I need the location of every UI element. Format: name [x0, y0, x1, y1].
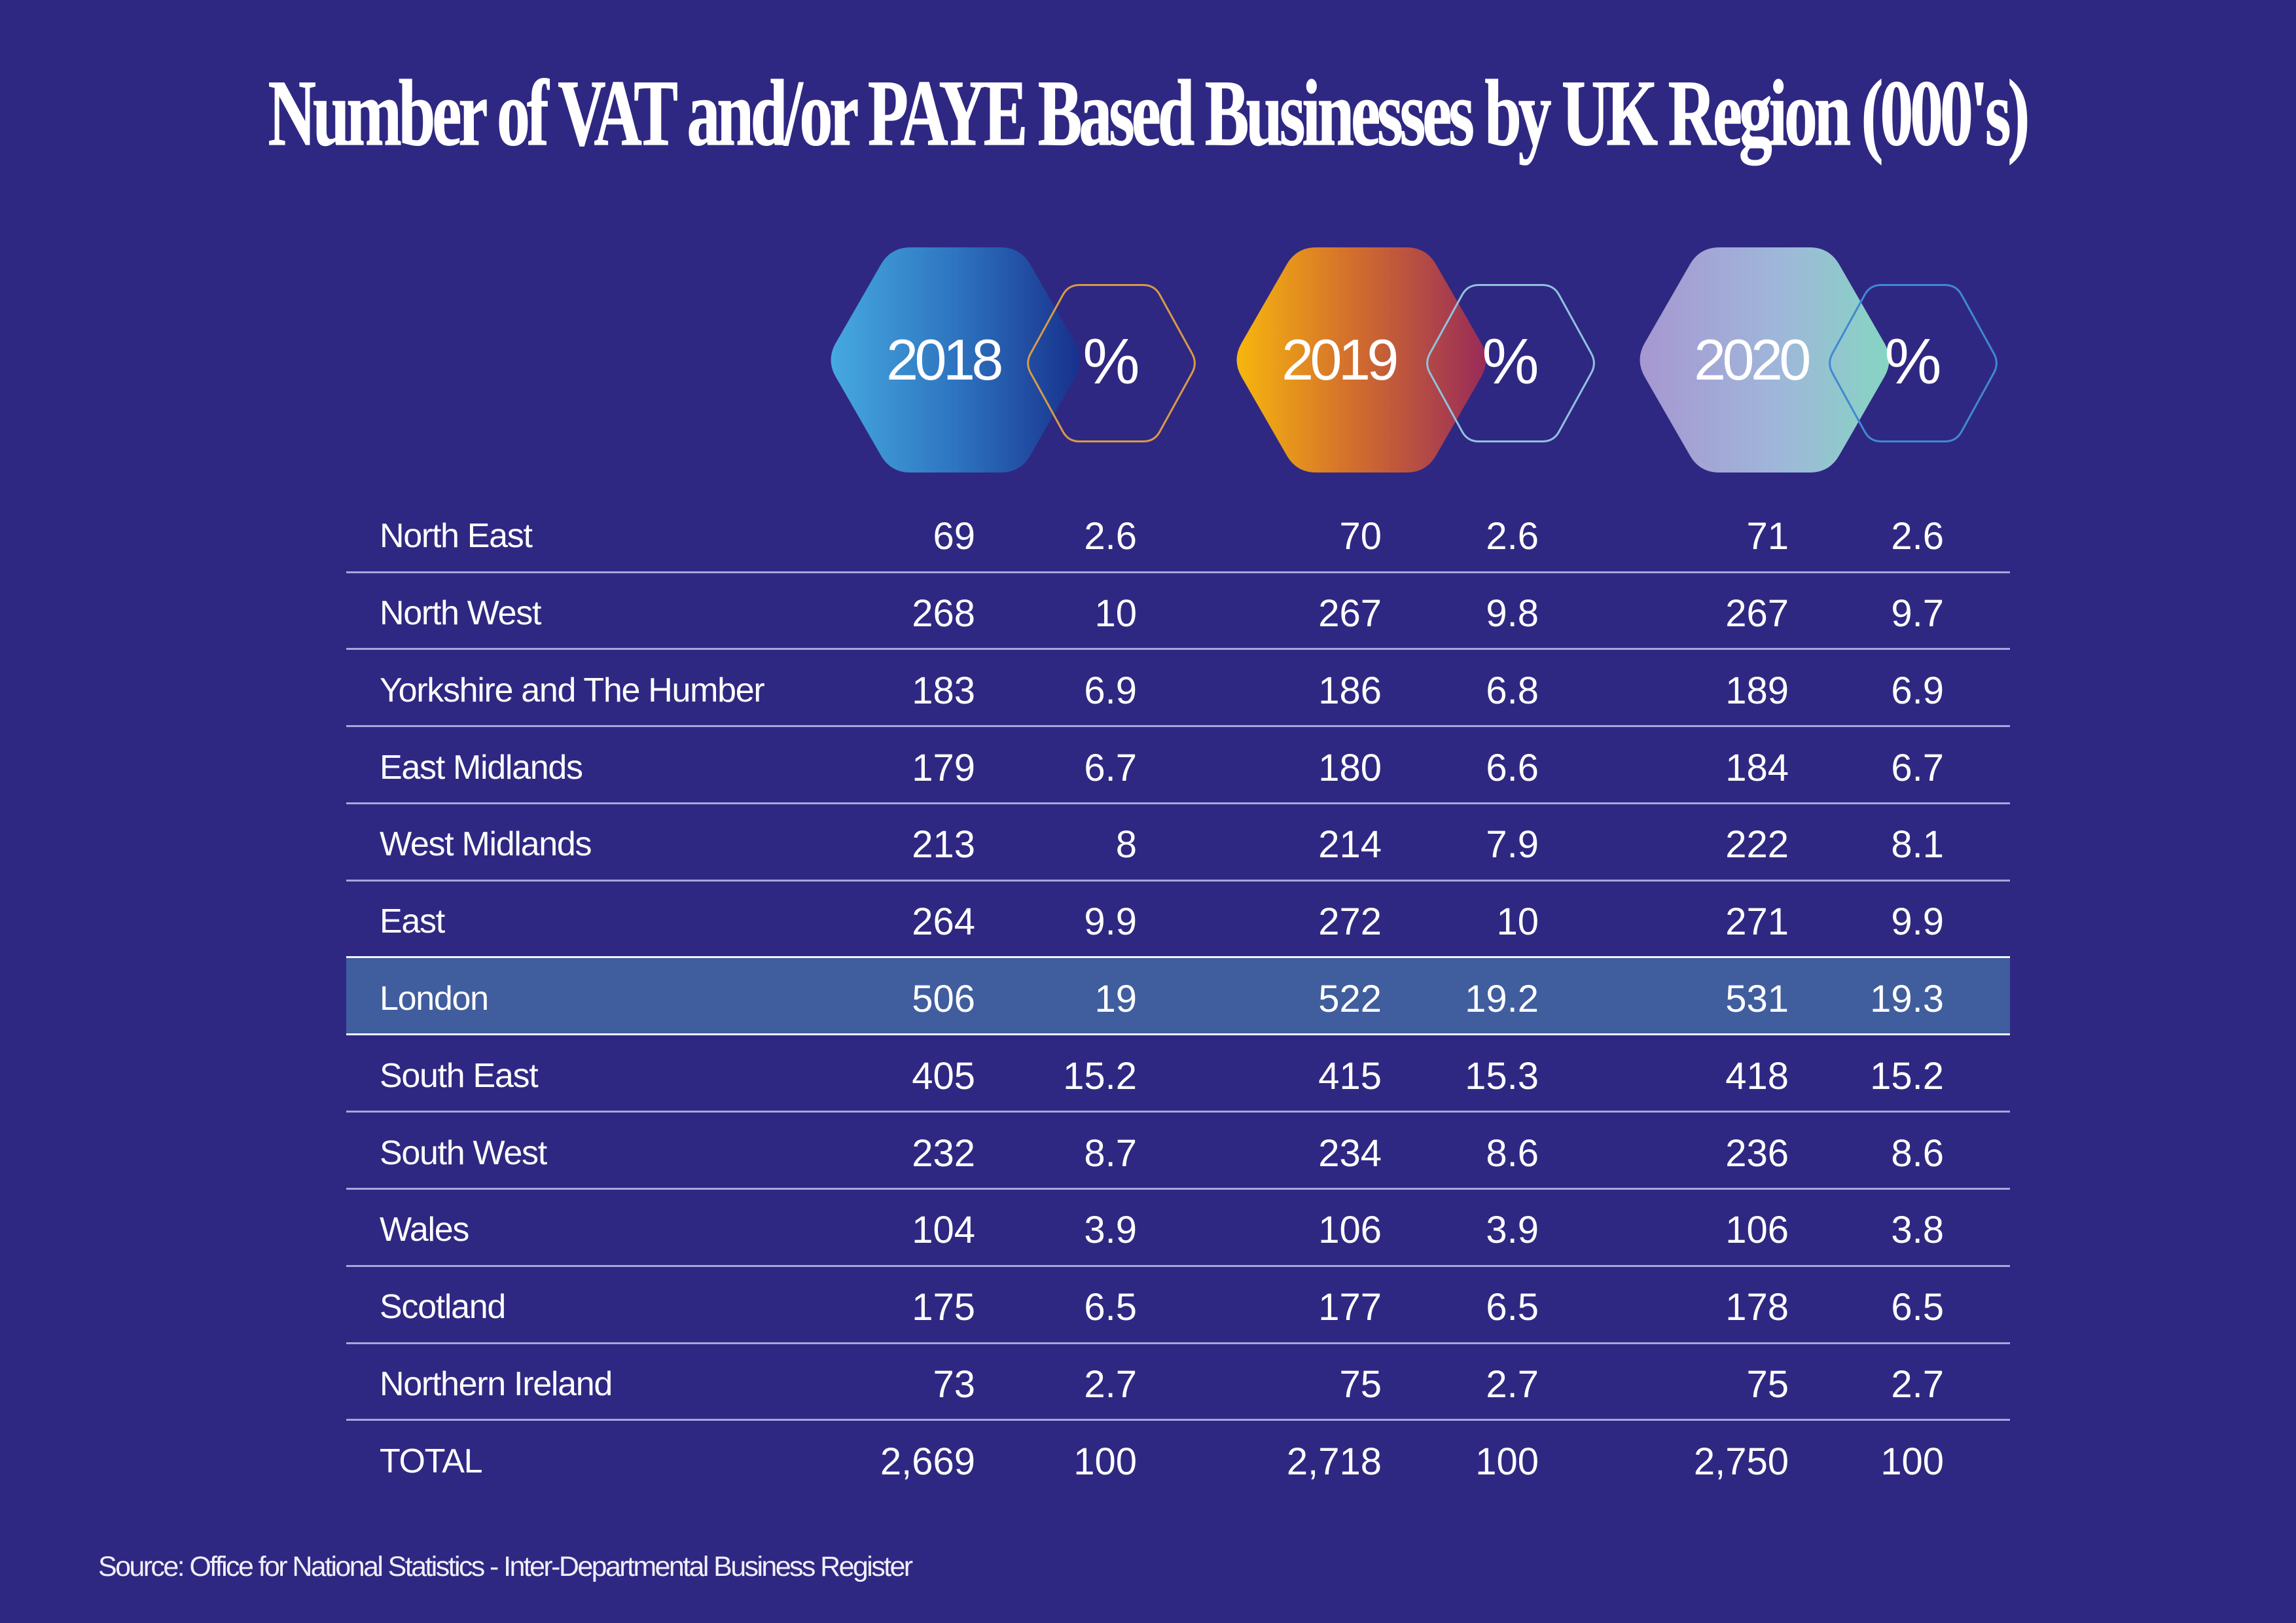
svg-text:%: %	[1083, 325, 1139, 397]
svg-text:%: %	[1884, 325, 1941, 397]
svg-text:2018: 2018	[886, 327, 1001, 392]
svg-text:%: %	[1482, 325, 1539, 397]
svg-text:2019: 2019	[1282, 327, 1396, 392]
svg-text:2020: 2020	[1694, 327, 1809, 392]
